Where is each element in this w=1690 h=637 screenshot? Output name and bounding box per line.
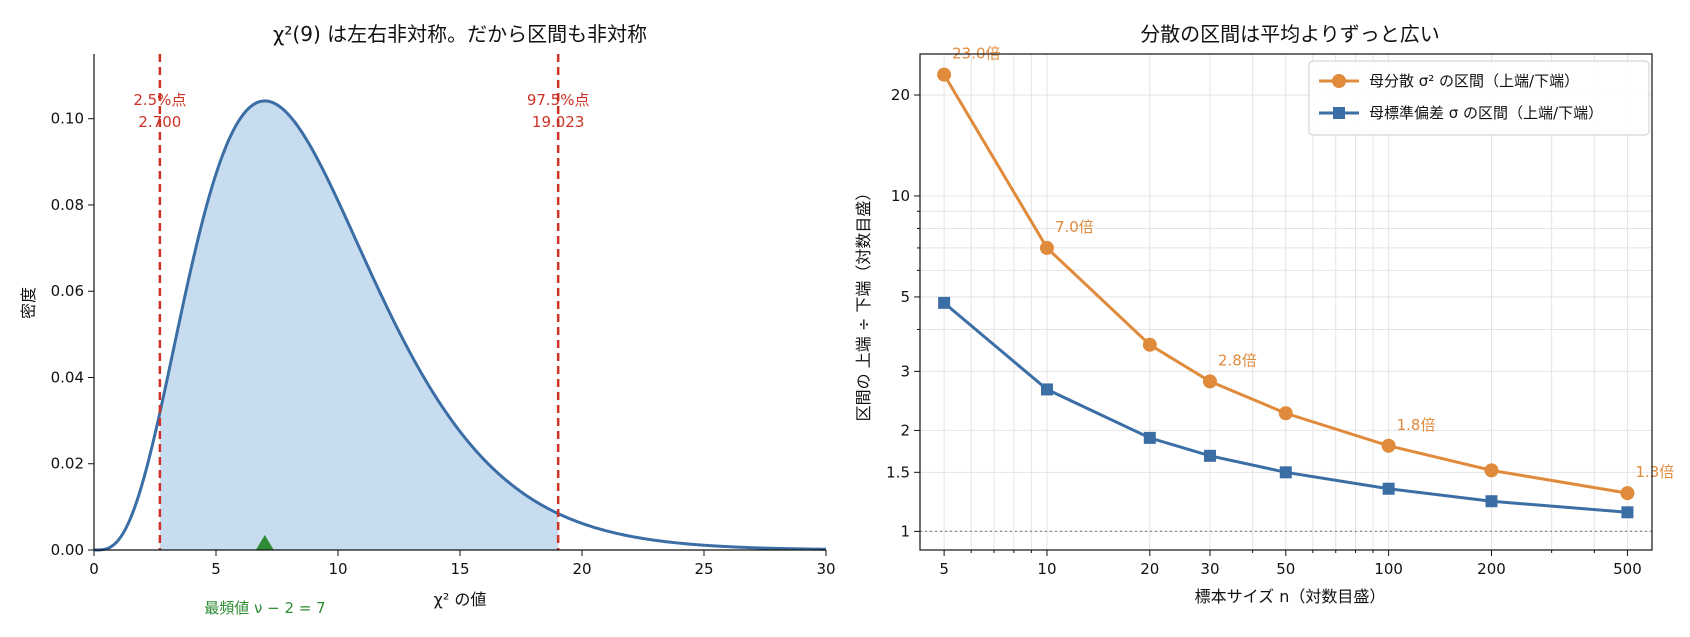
right-y-tick-label: 20 — [891, 86, 910, 104]
sd-point — [938, 296, 951, 309]
legend-sd-label: 母標準偏差 σ の区間（上端/下端） — [1369, 104, 1603, 122]
legend-variance-label: 母分散 σ² の区間（上端/下端） — [1369, 72, 1579, 90]
left-x-tick-label: 10 — [328, 560, 347, 578]
variance-point — [1202, 374, 1217, 389]
variance-point — [1142, 337, 1157, 352]
legend-box — [1308, 60, 1650, 136]
sd-point — [1143, 431, 1156, 444]
variance-point — [937, 67, 952, 82]
interval-shaded-area — [159, 100, 559, 550]
variance-point — [1620, 486, 1635, 501]
right-plot-area: 23.0倍7.0倍2.8倍1.8倍1.3倍5 10 20 30 50 100 200 5001… — [886, 45, 1674, 578]
sd-point — [1485, 495, 1498, 508]
right-y-axis-label: 区間の 上端 ÷ 下端（対数目盛） — [854, 185, 873, 422]
right-y-tick-label: 2 — [900, 421, 910, 439]
left-y-tick-label: 0.06 — [51, 282, 84, 300]
right-x-tick-label: 50 — [1276, 560, 1295, 578]
legend-variance-marker — [1332, 74, 1346, 88]
variance-series-line — [942, 73, 1628, 495]
variance-point — [1484, 463, 1499, 478]
quantile-label: 97.5%点 — [527, 91, 590, 109]
left-x-axis-label: χ² の値 — [434, 590, 487, 609]
right-chart-title: 分散の区間は平均よりずっと広い — [1140, 22, 1440, 46]
right-y-tick-label: 3 — [900, 362, 910, 380]
legend-sd-marker — [1333, 107, 1345, 119]
quantile-label: 2.5%点 — [133, 91, 186, 109]
right-x-tick-label: 20 — [1140, 560, 1159, 578]
left-y-tick-label: 0.04 — [51, 368, 84, 386]
right-x-tick-label: 30 — [1200, 560, 1219, 578]
ratio-annotation: 7.0倍 — [1055, 218, 1094, 236]
left-y-tick-label: 0.00 — [51, 541, 84, 559]
left-y-tick-label: 0.08 — [51, 196, 84, 214]
left-x-tick-label: 5 — [211, 560, 221, 578]
left-x-tick-label: 25 — [694, 560, 713, 578]
sd-series-line — [943, 301, 1628, 514]
mode-marker — [255, 535, 274, 550]
interval-ratio-panel: 分散の区間は平均よりずっと広い 23.0倍7.0倍2.8倍1.8倍1.3倍5 10… — [854, 22, 1674, 606]
ratio-annotation: 2.8倍 — [1218, 351, 1257, 369]
sd-point — [1279, 466, 1292, 479]
chi-square-panel: χ²(9) は左右非対称。だから区間も非対称 2.5%点 2.700 97.5%点 1… — [19, 22, 836, 617]
right-x-tick-label: 10 — [1037, 560, 1056, 578]
left-x-tick-label: 30 — [816, 560, 835, 578]
left-y-tick-label: 0.02 — [51, 455, 84, 473]
left-x-tick-label: 15 — [450, 560, 469, 578]
sd-point — [1203, 449, 1216, 462]
right-y-tick-label: 1 — [900, 522, 910, 540]
density-curve — [94, 99, 827, 552]
legend: 母分散 σ² の区間（上端/下端） 母標準偏差 σ の区間（上端/下端） — [1308, 60, 1650, 136]
sd-point — [1040, 383, 1053, 396]
mode-label: 最頻値 ν − 2 = 7 — [204, 599, 325, 617]
left-y-axis-label: 密度 — [19, 287, 38, 319]
quantile-value: 19.023 — [532, 113, 585, 131]
right-x-tick-label: 200 — [1477, 560, 1506, 578]
right-x-axis-label: 標本サイズ n（対数目盛） — [1195, 587, 1386, 606]
sd-point — [1621, 506, 1634, 519]
quantile-value: 2.700 — [138, 113, 181, 131]
variance-point — [1039, 240, 1054, 255]
sd-point — [1382, 482, 1395, 495]
left-y-tick-label: 0.10 — [51, 110, 84, 128]
variance-point — [1278, 406, 1293, 421]
left-x-tick-label: 20 — [572, 560, 591, 578]
right-y-tick-label: 5 — [900, 288, 910, 306]
right-x-tick-label: 5 — [939, 560, 949, 578]
right-y-tick-label: 10 — [891, 187, 910, 205]
ratio-annotation: 1.3倍 — [1635, 463, 1674, 481]
right-x-tick-label: 500 — [1613, 560, 1642, 578]
left-x-tick-label: 0 — [89, 560, 99, 578]
right-x-tick-label: 100 — [1374, 560, 1403, 578]
left-plot-area: 2.5%点 2.700 97.5%点 19.023 0 5 10 15 20 25 30 0.00 0.… — [51, 54, 836, 578]
variance-point — [1381, 438, 1396, 453]
ratio-annotation: 1.8倍 — [1397, 416, 1436, 434]
left-chart-title: χ²(9) は左右非対称。だから区間も非対称 — [273, 22, 647, 46]
right-y-tick-label: 1.5 — [886, 463, 910, 481]
